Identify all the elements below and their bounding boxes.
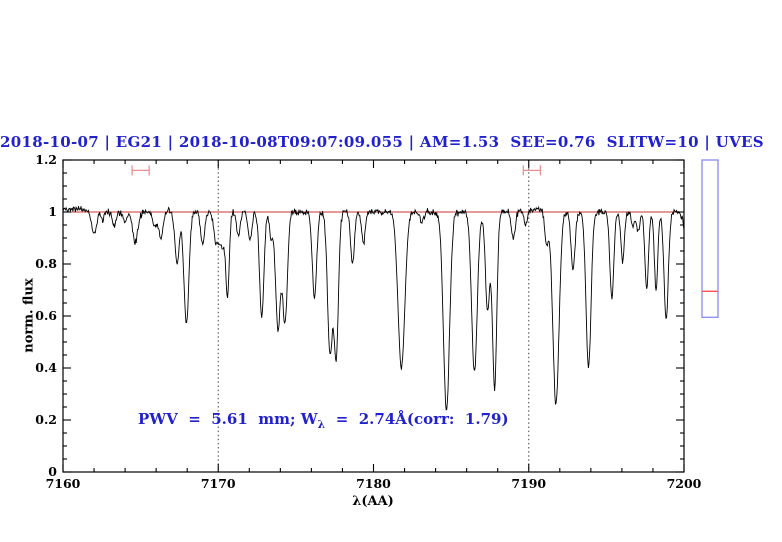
x-axis-label: λ(AA) (352, 494, 394, 509)
spectrum-line (62, 205, 685, 411)
pwv-annotation-prefix: PWV = 5.61 mm; W (138, 410, 318, 428)
x-tick-label: 7190 (511, 476, 546, 491)
x-tick-label: 7170 (201, 476, 236, 491)
y-tick-label: 1 (48, 204, 57, 219)
y-tick-label: 0.6 (35, 308, 57, 323)
y-tick-label: 0 (48, 464, 57, 479)
plot-title: 2018-10-07 | EG21 | 2018-10-08T09:07:09.… (0, 133, 764, 151)
y-tick-label: 0.8 (35, 256, 57, 271)
pwv-annotation: PWV = 5.61 mm; Wλ = 2.74Å(corr: 1.79) (138, 410, 509, 431)
x-tick-label: 7180 (356, 476, 391, 491)
y-tick-label: 0.4 (35, 360, 57, 375)
y-tick-label: 0.2 (35, 412, 57, 427)
y-tick-label: 1.2 (35, 152, 57, 167)
x-tick-label: 7160 (46, 476, 81, 491)
pwv-annotation-suffix: = 2.74Å(corr: 1.79) (325, 410, 509, 428)
pwv-annotation-subscript: λ (317, 418, 326, 431)
side-gauge-box (701, 159, 719, 319)
y-axis-label: norm. flux (21, 278, 37, 353)
x-tick-label: 7200 (667, 476, 702, 491)
